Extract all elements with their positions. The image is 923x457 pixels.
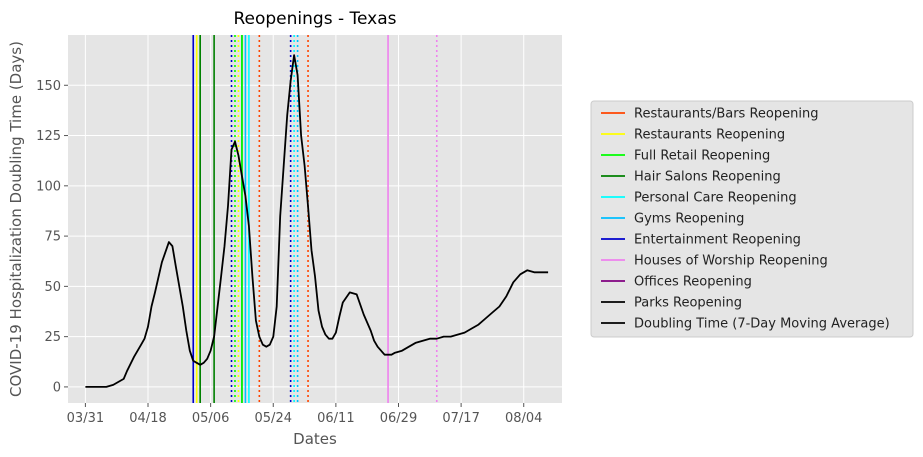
- legend-label: Houses of Worship Reopening: [634, 254, 828, 269]
- legend: Restaurants/Bars Reopening Restaurants Re…: [590, 100, 914, 338]
- legend-label: Parks Reopening: [634, 296, 742, 311]
- legend-label: Restaurants/Bars Reopening: [634, 107, 818, 122]
- chart-title: Reopenings - Texas: [233, 9, 396, 29]
- x-tick-label: 05/06: [192, 411, 229, 426]
- y-tick-label: 150: [36, 79, 61, 94]
- reopening-lines: [192, 35, 438, 403]
- x-ticks: 03/31 04/18 05/06 05/24 06/11 06/29 07/17 08/04: [67, 403, 542, 426]
- y-axis-label: COVID-19 Hospitalization Doubling Time (…: [7, 41, 25, 397]
- legend-box: [590, 100, 914, 338]
- x-tick-label: 06/11: [317, 411, 354, 426]
- legend-label: Gyms Reopening: [634, 212, 744, 227]
- legend-label: Personal Care Reopening: [634, 191, 797, 206]
- y-tick-label: 100: [36, 179, 61, 194]
- legend-label: Full Retail Reopening: [634, 149, 770, 164]
- series-group: [85, 54, 549, 388]
- x-axis-label: Dates: [293, 430, 337, 448]
- x-tick-label: 04/18: [129, 411, 166, 426]
- x-tick-label: 06/29: [380, 411, 417, 426]
- y-tick-label: 0: [53, 380, 61, 395]
- legend-label: Restaurants Reopening: [634, 128, 785, 143]
- legend-label: Doubling Time (7-Day Moving Average): [634, 317, 890, 332]
- legend-label: Entertainment Reopening: [634, 233, 801, 248]
- x-tick-label: 08/04: [505, 411, 542, 426]
- grid-lines: [68, 35, 562, 403]
- y-tick-label: 25: [44, 330, 61, 345]
- y-tick-label: 75: [44, 230, 61, 245]
- y-tick-label: 125: [36, 129, 61, 144]
- x-tick-label: 03/31: [67, 411, 104, 426]
- legend-label: Hair Salons Reopening: [634, 170, 781, 185]
- y-tick-label: 50: [44, 280, 61, 295]
- x-tick-label: 05/24: [255, 411, 292, 426]
- y-ticks: 0 25 50 75 100 125 150: [36, 79, 68, 395]
- series-line: [85, 54, 549, 388]
- x-tick-label: 07/17: [442, 411, 479, 426]
- plot-background: [68, 35, 562, 403]
- legend-label: Offices Reopening: [634, 275, 752, 290]
